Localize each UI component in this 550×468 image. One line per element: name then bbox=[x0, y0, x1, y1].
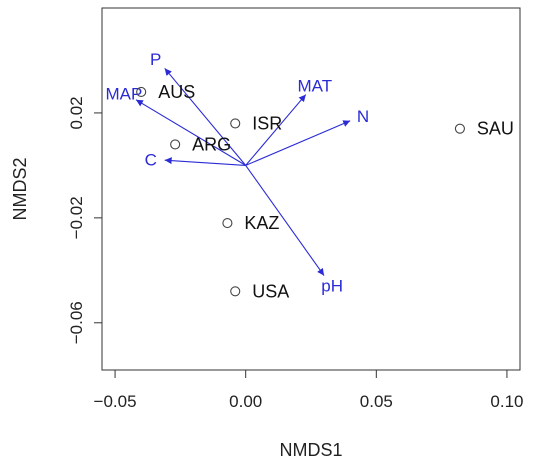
x-tick-label: 0.00 bbox=[229, 392, 262, 411]
point-label: ARG bbox=[192, 134, 231, 154]
vector-arrow bbox=[164, 67, 247, 166]
point-label: ISR bbox=[252, 113, 282, 133]
vector-layer: P MAP MAT N CpH bbox=[106, 50, 370, 295]
point-label: AUS bbox=[158, 82, 195, 102]
data-point bbox=[230, 118, 241, 129]
x-axis: −0.05 0.00 0.05 0.10 bbox=[94, 369, 523, 411]
vector-label: N bbox=[357, 107, 369, 126]
y-tick-label: −0.02 bbox=[67, 196, 86, 239]
point-label: SAU bbox=[477, 119, 514, 139]
y-tick-label: 0.02 bbox=[67, 96, 86, 129]
vector-label: MAT bbox=[298, 76, 333, 95]
x-tick-label: −0.05 bbox=[94, 392, 137, 411]
point-label: KAZ bbox=[244, 213, 279, 233]
data-point bbox=[222, 218, 233, 229]
vector-arrow bbox=[164, 157, 246, 166]
x-tick-label: 0.05 bbox=[360, 392, 393, 411]
y-axis-label: NMDS2 bbox=[10, 157, 30, 220]
data-point bbox=[454, 123, 465, 134]
point-layer: AUS ISR ARG SAU KAZ USA bbox=[136, 82, 514, 301]
vector-arrow bbox=[245, 165, 325, 276]
vector-label: pH bbox=[321, 276, 343, 295]
point-label: USA bbox=[252, 281, 289, 301]
vector-arrow bbox=[245, 120, 351, 166]
vector-label: MAP bbox=[106, 85, 143, 104]
data-point bbox=[170, 139, 181, 150]
x-tick-label: 0.10 bbox=[490, 392, 523, 411]
vector-label: P bbox=[150, 50, 161, 69]
y-tick-label: −0.06 bbox=[67, 301, 86, 344]
vector-arrow bbox=[245, 94, 307, 166]
plot-frame bbox=[101, 7, 521, 371]
x-axis-label: NMDS1 bbox=[279, 440, 342, 460]
y-axis: −0.06 −0.02 0.02 bbox=[67, 96, 103, 344]
vector-arrow bbox=[135, 99, 246, 166]
data-point bbox=[230, 286, 241, 297]
vector-label: C bbox=[145, 150, 157, 169]
data-point bbox=[136, 86, 147, 97]
